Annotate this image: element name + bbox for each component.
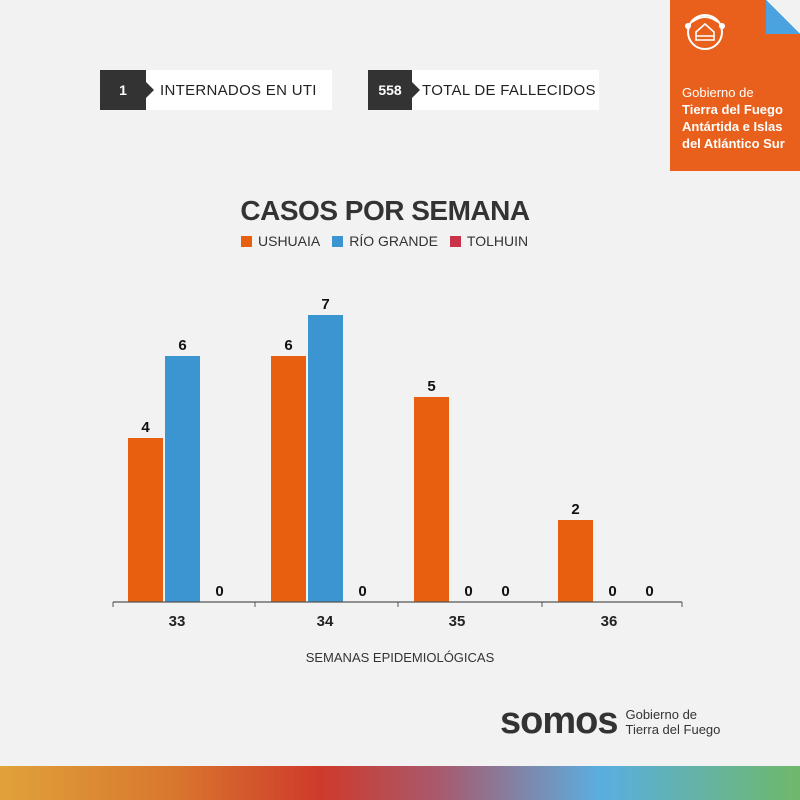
data-label-rio-grande-35: 0 bbox=[464, 583, 472, 600]
footer-brand: somos Gobierno de Tierra del Fuego bbox=[500, 700, 720, 743]
bar-ushuaia-34 bbox=[271, 356, 306, 602]
legend-item-rio-grande: RÍO GRANDE bbox=[332, 233, 438, 249]
data-label-tolhuin-35: 0 bbox=[501, 583, 509, 600]
brand-text: somos bbox=[500, 700, 618, 742]
bar-rio-grande-33 bbox=[165, 356, 200, 602]
footer-tagline-line2: Tierra del Fuego bbox=[625, 721, 721, 737]
data-label-tolhuin-33: 0 bbox=[215, 583, 223, 600]
stat-label: INTERNADOS EN UTI bbox=[160, 81, 317, 99]
somos-logo: somos bbox=[500, 700, 618, 743]
legend-swatch-rio-grande bbox=[332, 235, 344, 247]
stat-internados: 1 INTERNADOS EN UTI bbox=[100, 70, 332, 110]
stat-fallecidos: 558 TOTAL DE FALLECIDOS bbox=[368, 70, 599, 110]
data-label-rio-grande-34: 7 bbox=[321, 296, 329, 313]
stat-value: 1 bbox=[100, 70, 154, 110]
data-label-ushuaia-33: 4 bbox=[141, 419, 150, 436]
stat-value: 558 bbox=[368, 70, 420, 110]
chart-legend: USHUAIA RÍO GRANDE TOLHUIN bbox=[241, 233, 540, 249]
data-label-ushuaia-34: 6 bbox=[284, 337, 292, 354]
bar-rio-grande-34 bbox=[308, 315, 343, 602]
legend-item-ushuaia: USHUAIA bbox=[241, 233, 320, 249]
data-label-rio-grande-33: 6 bbox=[178, 337, 186, 354]
government-line1: Gobierno de bbox=[682, 85, 754, 100]
government-line2: Tierra del Fuego Antártida e Islas del A… bbox=[682, 102, 785, 151]
x-tick-label-34: 34 bbox=[317, 613, 334, 630]
footer-tagline: Gobierno de Tierra del Fuego bbox=[625, 707, 720, 737]
chart-title: CASOS POR SEMANA bbox=[240, 195, 530, 226]
data-label-ushuaia-36: 2 bbox=[571, 501, 579, 518]
bar-ushuaia-35 bbox=[414, 397, 449, 602]
bar-ushuaia-36 bbox=[558, 520, 593, 602]
bottom-color-bar bbox=[0, 766, 800, 800]
legend-swatch-ushuaia bbox=[241, 235, 252, 247]
data-label-tolhuin-36: 0 bbox=[645, 583, 653, 600]
x-tick-label-33: 33 bbox=[169, 613, 186, 630]
government-badge: Gobierno de Tierra del Fuego Antártida e… bbox=[670, 0, 800, 171]
stat-label: TOTAL DE FALLECIDOS bbox=[422, 81, 596, 99]
legend-label: USHUAIA bbox=[258, 233, 321, 249]
legend-label: TOLHUIN bbox=[466, 233, 529, 249]
legend-label: RÍO GRANDE bbox=[349, 233, 438, 249]
x-tick-label-36: 36 bbox=[601, 613, 618, 630]
data-label-ushuaia-35: 5 bbox=[427, 378, 435, 395]
provincial-seal-icon bbox=[685, 14, 725, 50]
x-tick-label-35: 35 bbox=[449, 613, 466, 630]
footer-tagline-line1: Gobierno de bbox=[625, 706, 698, 722]
data-label-tolhuin-34: 0 bbox=[358, 583, 366, 600]
x-axis-title: SEMANAS EPIDEMIOLÓGICAS bbox=[305, 650, 495, 665]
legend-swatch-tolhuin bbox=[449, 235, 461, 247]
bar-ushuaia-33 bbox=[128, 438, 163, 602]
legend-item-tolhuin: TOLHUIN bbox=[449, 233, 529, 249]
corner-fold bbox=[766, 0, 800, 34]
data-label-rio-grande-36: 0 bbox=[608, 583, 616, 600]
